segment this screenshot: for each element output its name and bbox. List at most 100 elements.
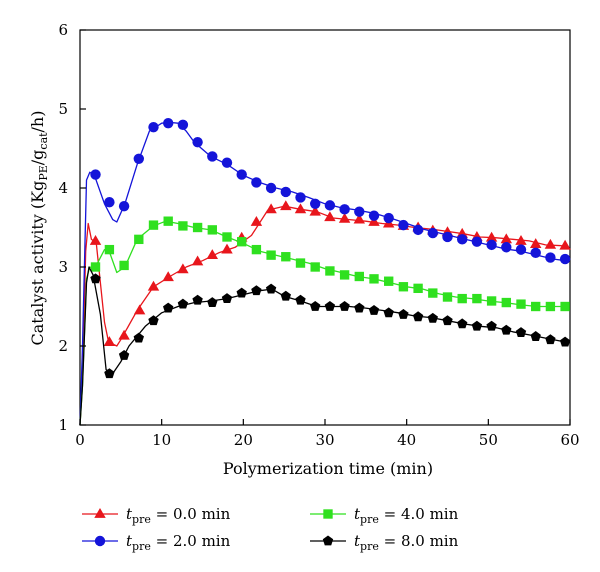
data-point-tpre-8 xyxy=(221,293,233,304)
data-point-tpre-4 xyxy=(90,262,101,272)
data-point-tpre-0 xyxy=(294,203,307,214)
data-point-tpre-2 xyxy=(530,247,541,258)
axes-layer: 0 10 20 30 40 50 60 1 2 3 4 5 6 xyxy=(58,21,579,449)
series-tpre-2 xyxy=(79,118,571,426)
data-point-tpre-2 xyxy=(368,210,380,221)
data-point-tpre-0 xyxy=(265,203,277,214)
legend-item-tpre-0: tpre = 0.0 min xyxy=(82,505,231,526)
data-point-tpre-8 xyxy=(501,324,512,335)
data-point-tpre-2 xyxy=(280,186,291,198)
data-point-tpre-8 xyxy=(427,312,438,323)
series-tpre-0 xyxy=(79,200,571,426)
data-point-tpre-8 xyxy=(265,283,277,294)
data-point-tpre-0 xyxy=(162,271,174,282)
data-point-tpre-8 xyxy=(457,318,468,329)
legend-subscript: pre xyxy=(360,513,379,526)
data-point-tpre-8 xyxy=(368,304,380,315)
legend-symbol: t xyxy=(126,532,133,550)
data-point-tpre-8 xyxy=(295,294,306,305)
data-point-tpre-4 xyxy=(516,299,526,309)
data-point-tpre-8 xyxy=(354,302,365,313)
legend-symbol: t xyxy=(354,532,361,550)
data-point-tpre-4 xyxy=(413,283,423,294)
legend-value: = 2.0 min xyxy=(151,532,231,550)
legend-value: = 0.0 min xyxy=(151,505,231,523)
data-point-tpre-2 xyxy=(207,151,218,162)
data-point-tpre-4 xyxy=(134,234,144,245)
data-point-tpre-8 xyxy=(90,273,101,284)
data-point-tpre-0 xyxy=(485,231,498,242)
data-point-tpre-4 xyxy=(398,282,409,292)
data-point-tpre-8 xyxy=(339,301,350,311)
data-point-tpre-2 xyxy=(383,212,394,224)
data-point-tpre-2 xyxy=(90,169,101,180)
legend-label: tpre = 8.0 min xyxy=(354,532,459,553)
data-point-tpre-0 xyxy=(309,205,321,216)
data-point-tpre-2 xyxy=(471,236,483,247)
data-point-tpre-2 xyxy=(295,192,306,203)
legend-label: tpre = 4.0 min xyxy=(354,505,459,526)
data-point-tpre-0 xyxy=(368,215,380,226)
data-point-tpre-4 xyxy=(207,225,217,235)
data-point-tpre-4 xyxy=(325,266,335,276)
data-point-tpre-8 xyxy=(251,285,262,296)
data-point-tpre-4 xyxy=(545,301,556,312)
y-label-sub-cat: cat xyxy=(37,132,50,150)
data-point-tpre-0 xyxy=(177,263,189,274)
data-point-tpre-4 xyxy=(472,293,482,304)
data-point-tpre-8 xyxy=(148,315,159,326)
data-point-tpre-2 xyxy=(310,198,321,209)
legend-subscript: pre xyxy=(132,513,151,526)
data-point-tpre-8 xyxy=(530,331,541,341)
data-point-tpre-4 xyxy=(237,237,247,247)
data-point-tpre-4 xyxy=(178,221,188,231)
y-tick-label: 2 xyxy=(58,337,68,355)
data-point-tpre-8 xyxy=(104,368,115,379)
data-point-tpre-8 xyxy=(515,327,527,337)
data-point-tpre-8 xyxy=(486,320,497,331)
data-point-tpre-2 xyxy=(501,242,512,253)
y-label-prefix: Catalyst activity (Kg xyxy=(28,181,47,346)
legend-value: = 8.0 min xyxy=(379,532,459,550)
legend-item-tpre-4: tpre = 4.0 min xyxy=(310,505,459,526)
y-axis-label: Catalyst activity (KgPE/gcat/h) xyxy=(28,111,50,346)
data-point-tpre-0 xyxy=(118,329,130,340)
data-point-tpre-4 xyxy=(251,244,262,255)
data-point-tpre-8 xyxy=(163,302,174,313)
data-point-tpre-2 xyxy=(192,136,203,148)
data-point-tpre-2 xyxy=(104,197,115,208)
data-point-tpre-0 xyxy=(89,234,102,245)
x-tick-label: 0 xyxy=(75,431,85,449)
data-point-tpre-8 xyxy=(192,294,203,305)
data-point-tpre-2 xyxy=(515,244,527,255)
data-point-tpre-0 xyxy=(559,239,571,250)
data-point-tpre-2 xyxy=(324,200,336,211)
data-point-tpre-2 xyxy=(545,252,556,263)
data-point-tpre-2 xyxy=(398,219,409,231)
data-point-tpre-8 xyxy=(398,308,409,319)
data-point-tpre-8 xyxy=(412,311,424,322)
y-label-suffix: /h) xyxy=(28,111,47,133)
data-point-tpre-0 xyxy=(147,280,160,291)
x-tick-label: 60 xyxy=(560,431,579,449)
x-tick-label: 10 xyxy=(152,431,171,449)
data-point-tpre-8 xyxy=(280,290,291,301)
y-label-mid: /g xyxy=(28,150,47,166)
y-tick-label: 1 xyxy=(58,416,68,434)
data-point-tpre-8 xyxy=(133,332,144,343)
series-tpre-8 xyxy=(79,266,571,426)
data-point-tpre-8 xyxy=(236,287,247,298)
data-point-tpre-2 xyxy=(339,204,350,215)
data-point-tpre-0 xyxy=(206,249,219,260)
y-tick-label: 6 xyxy=(58,21,68,39)
legend-subscript: pre xyxy=(132,540,151,553)
data-point-tpre-0 xyxy=(221,243,233,254)
y-tick-label: 4 xyxy=(58,179,68,197)
data-point-tpre-8 xyxy=(310,301,321,311)
data-point-tpre-4 xyxy=(192,222,203,233)
data-point-tpre-4 xyxy=(354,271,364,282)
legend-swatch-marker xyxy=(94,508,106,518)
data-point-tpre-2 xyxy=(354,206,365,217)
data-point-tpre-2 xyxy=(265,182,277,194)
